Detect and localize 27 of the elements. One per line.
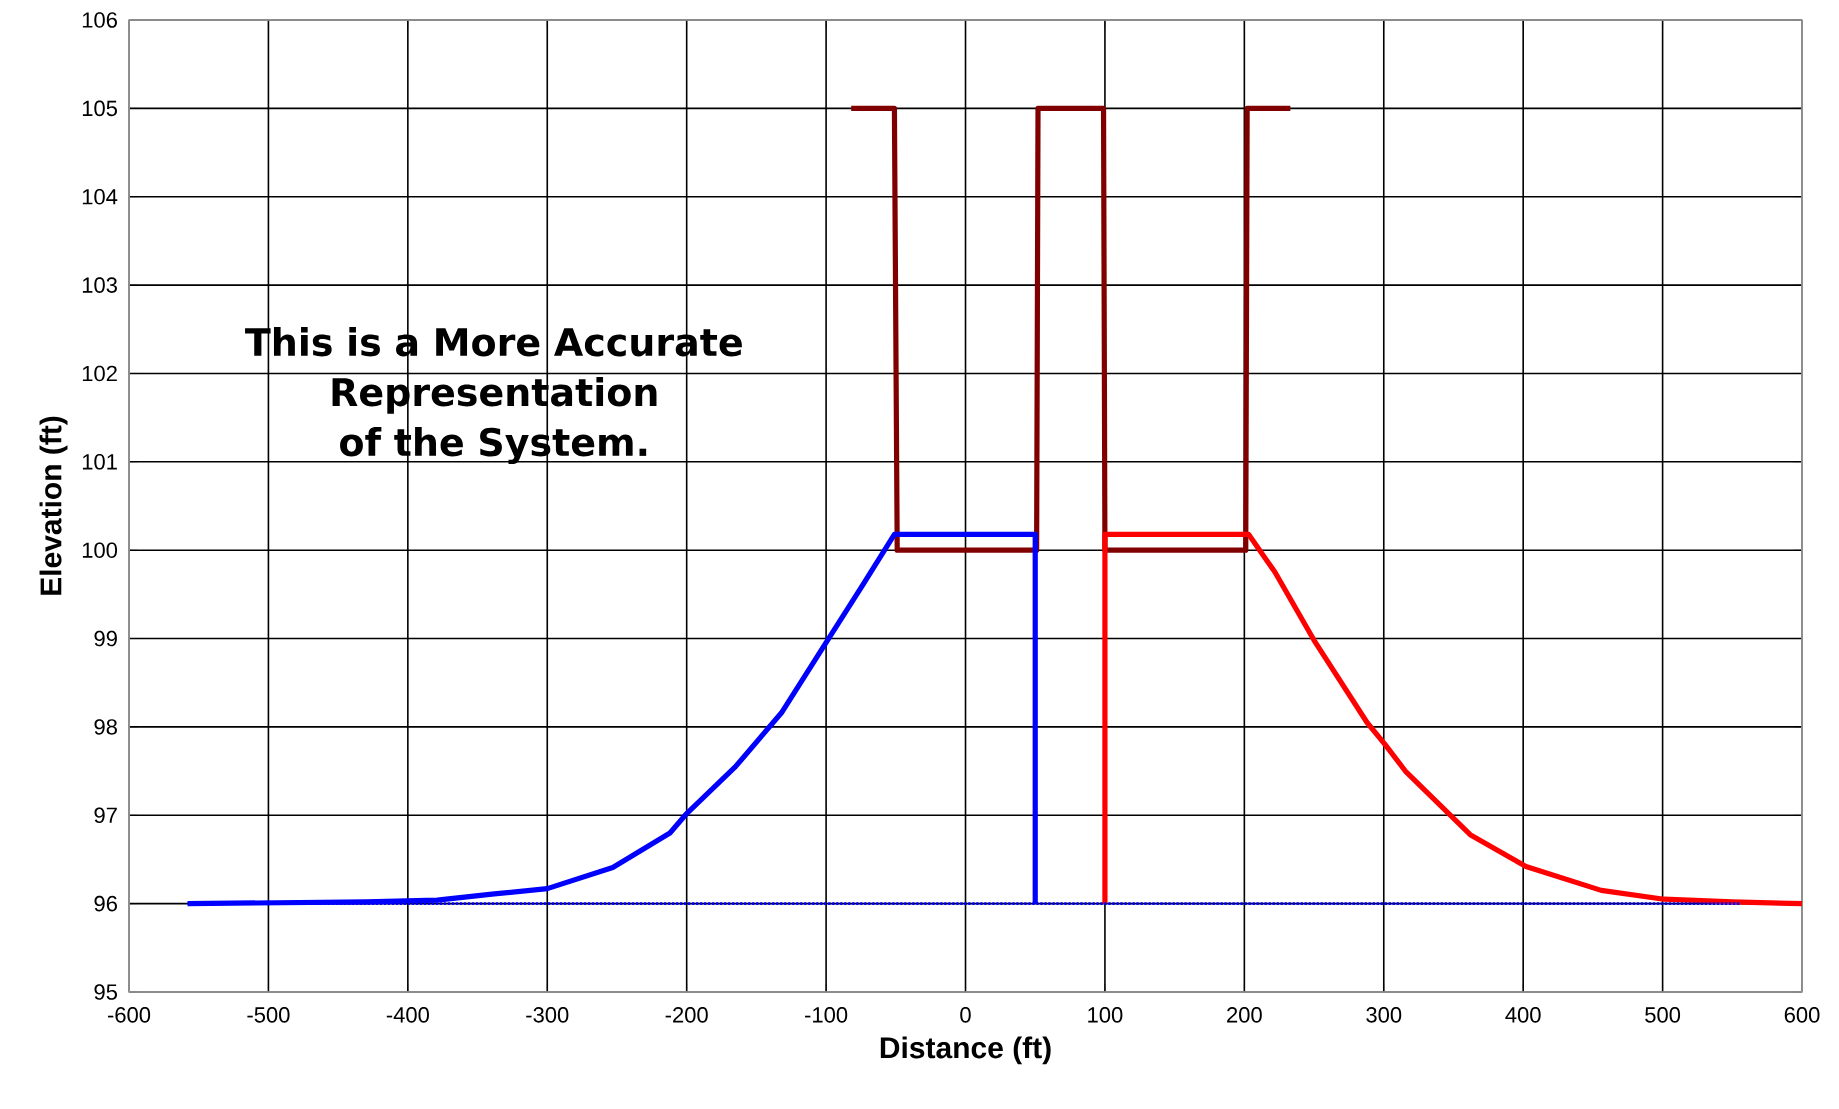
y-tick-label: 106 xyxy=(82,12,117,28)
x-tick-label: 100 xyxy=(1088,1007,1123,1023)
y-tick-label: 104 xyxy=(82,188,118,205)
x-tick-label: 500 xyxy=(1645,1007,1681,1023)
y-tick-label: 99 xyxy=(94,630,117,647)
y-tick-label: 101 xyxy=(82,454,117,470)
y-tick-label: 96 xyxy=(94,895,117,912)
y-tick-label: 98 xyxy=(94,719,117,735)
x-tick-label: 600 xyxy=(1784,1007,1820,1023)
x-tick-label: -500 xyxy=(247,1007,290,1023)
x-tick-label: -300 xyxy=(526,1007,569,1023)
y-tick-label: 97 xyxy=(94,807,117,824)
x-tick-label: 200 xyxy=(1227,1007,1262,1023)
y-tick-label: 103 xyxy=(82,277,117,293)
x-tick-label: 400 xyxy=(1505,1007,1541,1023)
y-axis-title: Elevation (ft) xyxy=(39,416,68,595)
x-tick-label: 0 xyxy=(960,1007,971,1023)
x-tick-label: -200 xyxy=(665,1007,708,1023)
x-tick-label: -400 xyxy=(386,1007,429,1023)
y-tick-label: 95 xyxy=(94,984,117,1000)
x-tick-label: 300 xyxy=(1366,1007,1402,1023)
y-tick-label: 102 xyxy=(82,365,117,382)
x-axis-title: Distance (ft) xyxy=(880,1036,1051,1065)
y-tick-label: 100 xyxy=(82,542,118,558)
y-tick-label: 105 xyxy=(82,100,117,117)
x-tick-label: -100 xyxy=(805,1007,848,1023)
x-tick-label: -600 xyxy=(107,1007,151,1023)
